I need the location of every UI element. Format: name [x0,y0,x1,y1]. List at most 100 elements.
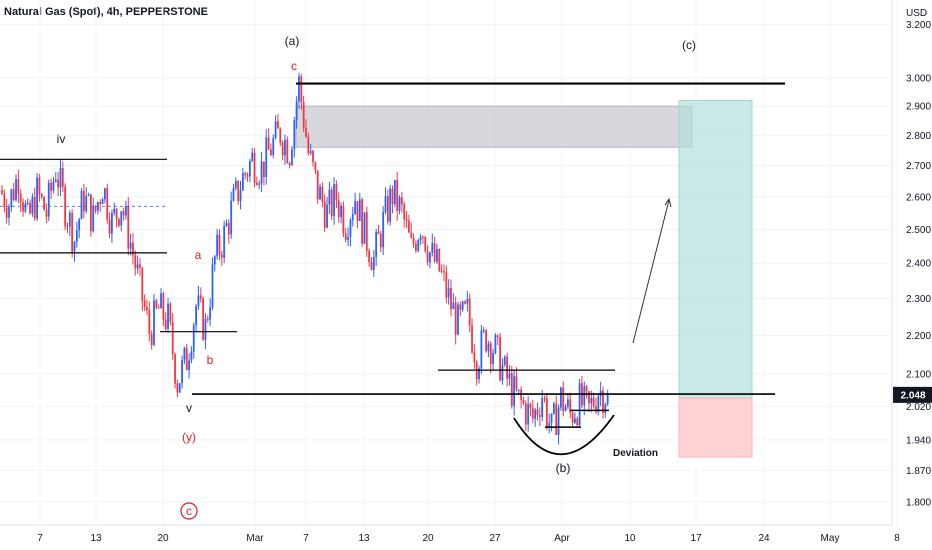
candle-body [248,161,251,177]
candle-body [223,225,226,258]
candle-body [494,335,497,353]
candle-body [127,206,130,249]
wave-label[interactable]: a [195,248,202,262]
candle-body [178,383,181,393]
candle-body [150,334,153,345]
candle [531,399,534,423]
zones [0,99,753,458]
candle [61,161,64,193]
candle [96,201,99,215]
target-zone[interactable] [678,99,753,399]
candle-body [241,173,244,191]
candle [113,202,116,216]
candle [199,287,202,303]
candle [443,264,445,282]
candle-body [47,182,50,217]
candle [368,248,371,267]
supply-zone[interactable] [295,105,693,148]
candle [340,202,342,224]
candle [592,392,595,409]
candle-body [314,162,317,171]
candle [312,149,314,167]
wave-label[interactable]: (b) [556,461,571,475]
candle-body [454,302,457,335]
candle [314,161,317,175]
candle [492,348,494,371]
candle-body [309,150,312,154]
wave-label[interactable]: v [186,401,192,415]
candle [125,200,127,220]
candle-body [132,242,134,256]
candle [351,206,354,227]
candle [279,127,282,147]
candle [176,379,179,398]
wave-label[interactable]: c [291,59,297,73]
annotations: iv a b v (y) c (a) c (b) (c) Deviation [57,34,696,520]
deviation-arc[interactable] [513,414,615,456]
candle-body [602,390,604,414]
candle [379,230,382,253]
candle [185,343,188,371]
candle [59,158,62,197]
current-price-label: 2.048 [900,390,925,401]
wave-label[interactable]: c [186,504,192,518]
candle [543,395,546,403]
candle [239,180,242,210]
candle [17,169,20,204]
candle [499,332,501,382]
candle [538,407,541,427]
projection-arrow[interactable] [632,199,670,344]
candle-body [482,330,485,332]
candle-body [564,406,567,411]
candle [157,304,160,309]
wave-label[interactable]: iv [57,132,66,146]
candle [10,188,13,212]
candle-body [354,201,357,215]
candle [545,393,548,431]
candle-body [263,161,265,178]
candle-body [450,288,452,310]
candle [73,240,76,262]
candle-body [522,399,525,404]
candle [87,192,90,197]
candle-body [293,119,296,150]
candle [132,233,134,265]
candle [344,228,347,243]
candle-body [466,298,469,304]
candle-body [209,307,212,320]
candle [578,378,581,427]
candle-body [284,139,286,156]
candle [293,116,296,158]
candle-body [115,208,118,219]
candle [216,228,219,260]
wave-label[interactable]: (y) [182,430,196,444]
candle-body [234,180,237,189]
candle-body [340,205,342,217]
candle [101,197,104,205]
candle-body [8,206,10,218]
wave-label[interactable]: b [207,353,214,367]
stop-zone[interactable] [678,397,753,458]
candle [33,187,36,221]
candle [174,352,176,389]
candle [246,172,249,182]
candle [260,151,263,193]
candle-body [202,298,205,340]
candle-body [419,236,422,241]
wave-label[interactable]: (a) [285,34,300,48]
candle [450,279,452,317]
candle [527,396,530,432]
candle-body [57,179,60,188]
candle-body [281,142,284,156]
candle-body [155,300,158,308]
time-tick-label: Mar [246,533,264,544]
candle-body [393,179,396,205]
wave-label[interactable]: (c) [682,38,696,52]
candle [424,236,427,253]
candle [218,229,221,261]
candle-body [120,211,123,226]
currency-label: USD [906,8,927,19]
candle [82,183,85,219]
candle [300,73,303,110]
